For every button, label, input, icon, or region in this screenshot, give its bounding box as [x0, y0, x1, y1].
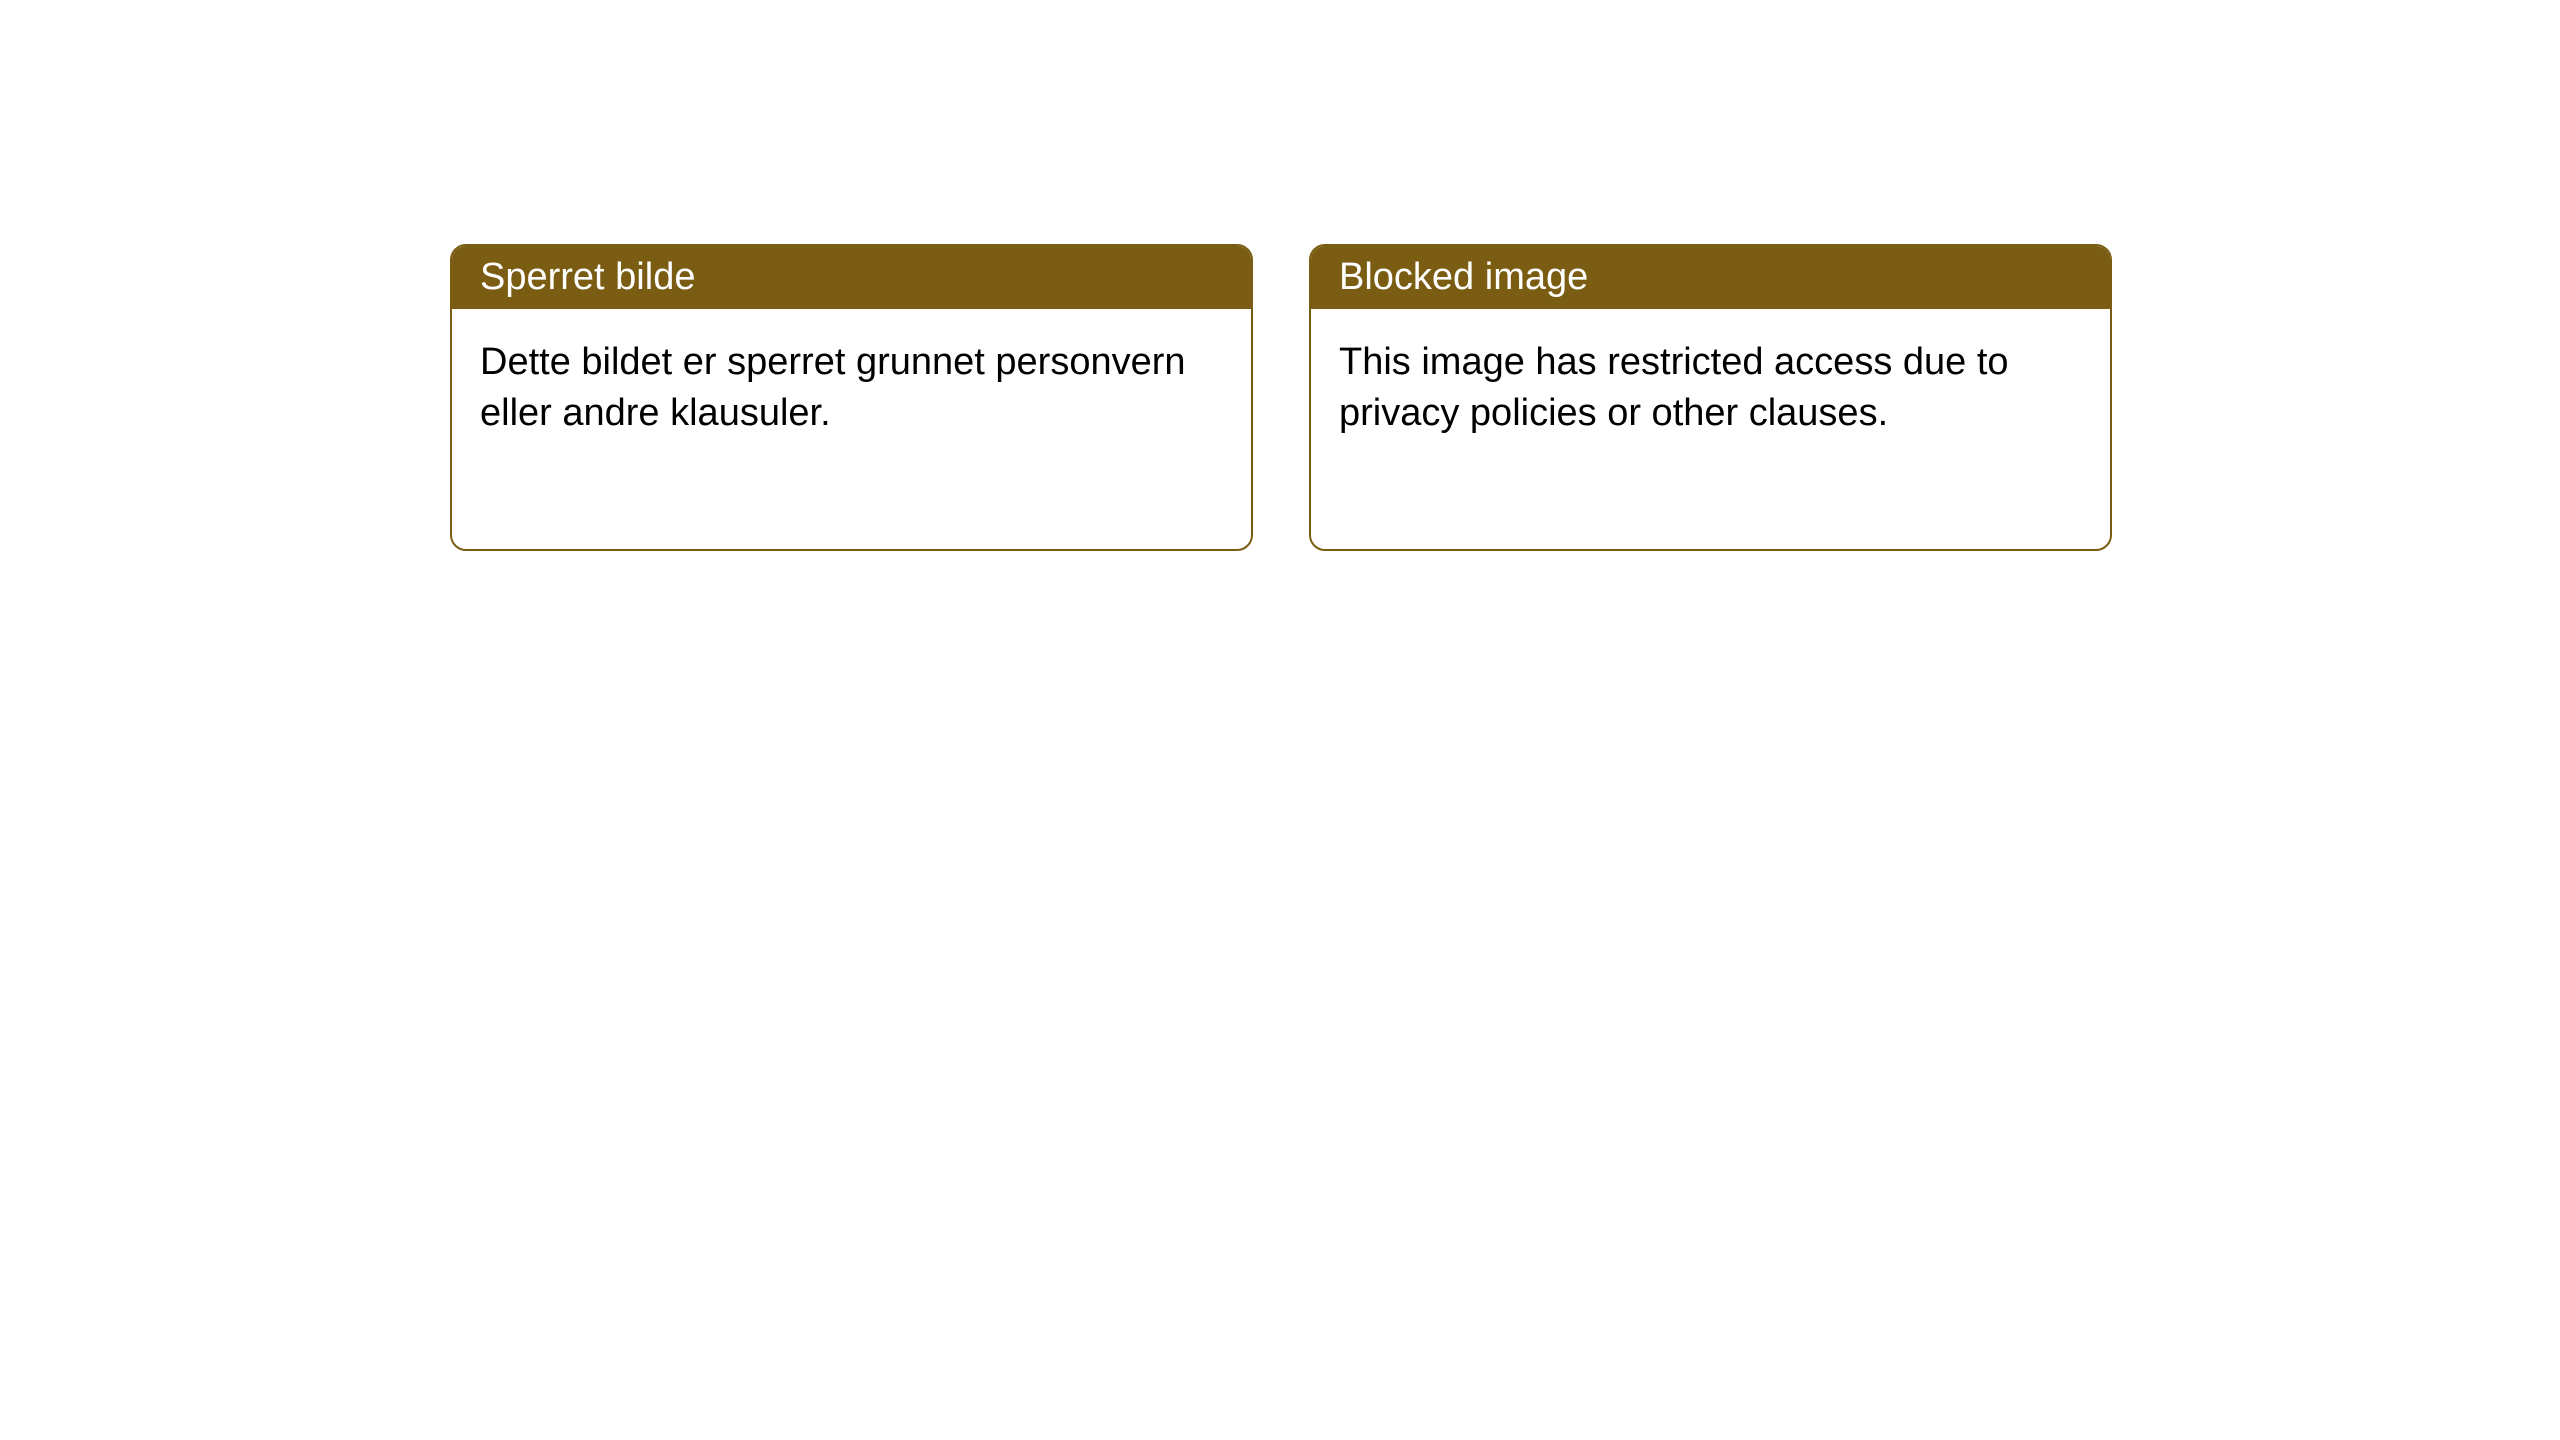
notice-container: Sperret bilde Dette bildet er sperret gr… — [0, 0, 2560, 551]
notice-card-norwegian: Sperret bilde Dette bildet er sperret gr… — [450, 244, 1253, 551]
notice-body-norwegian: Dette bildet er sperret grunnet personve… — [452, 309, 1251, 549]
notice-header-english: Blocked image — [1311, 246, 2110, 309]
notice-card-english: Blocked image This image has restricted … — [1309, 244, 2112, 551]
notice-body-english: This image has restricted access due to … — [1311, 309, 2110, 549]
notice-header-norwegian: Sperret bilde — [452, 246, 1251, 309]
